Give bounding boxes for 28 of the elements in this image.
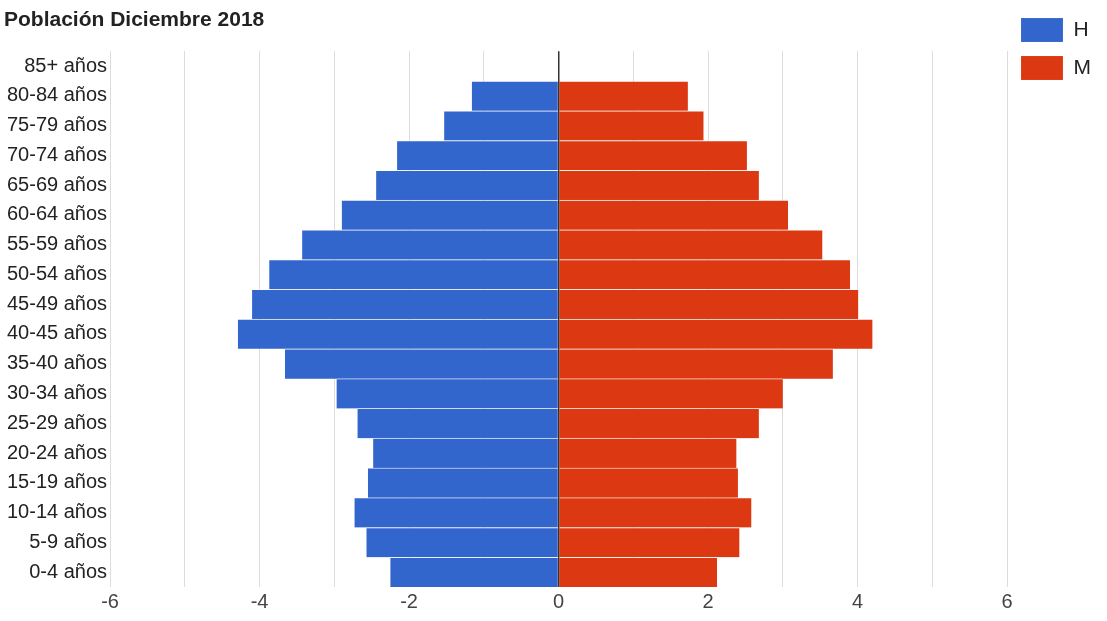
y-tick-label: 25-29 años xyxy=(7,410,108,433)
chart-title: Población Diciembre 2018 xyxy=(4,7,265,31)
y-tick-label: 5-9 años xyxy=(29,529,108,552)
y-tick-label: 70-74 años xyxy=(7,142,108,165)
x-tick-label: 6 xyxy=(1001,589,1013,612)
y-tick-label: 0-4 años xyxy=(29,559,108,582)
legend-label: H xyxy=(1073,16,1089,40)
y-tick-label: 85+ años xyxy=(24,53,108,76)
y-tick-label: 65-69 años xyxy=(7,172,108,195)
y-tick-label: 45-49 años xyxy=(7,291,108,314)
x-tick-label: 4 xyxy=(851,589,864,612)
y-tick-label: 35-40 años xyxy=(7,351,108,374)
y-tick-label: 50-54 años xyxy=(7,261,108,284)
y-tick-label: 40-45 años xyxy=(7,321,108,344)
y-tick-label: 20-24 años xyxy=(7,440,108,463)
y-tick-label: 10-14 años xyxy=(7,500,108,523)
x-tick-label: 0 xyxy=(552,589,565,612)
x-tick-label: -2 xyxy=(400,589,418,612)
y-tick-label: 15-19 años xyxy=(7,470,108,493)
x-tick-label: 2 xyxy=(702,589,714,612)
legend-label: M xyxy=(1073,54,1092,78)
y-tick-label: 60-64 años xyxy=(7,202,108,225)
y-tick-label: 55-59 años xyxy=(7,232,108,255)
y-tick-label: 80-84 años xyxy=(7,83,108,106)
y-tick-label: 75-79 años xyxy=(7,113,108,136)
x-tick-label: -6 xyxy=(101,589,119,612)
y-tick-label: 30-34 años xyxy=(7,381,108,404)
x-tick-label: -4 xyxy=(250,589,269,612)
